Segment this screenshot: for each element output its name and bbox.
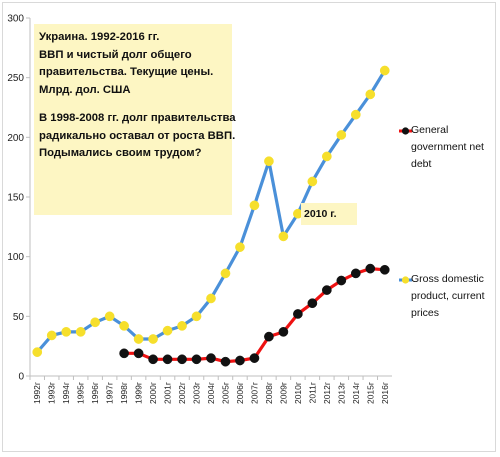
x-tick-label: 2013г [336, 382, 346, 404]
x-tick-label: 1992г [32, 382, 42, 404]
debt-data-point [220, 356, 231, 367]
x-tick-label: 1999г [134, 382, 144, 404]
debt-data-point [307, 298, 318, 309]
x-tick-label: 1998г [119, 382, 129, 404]
x-tick-label: 2005г [220, 382, 230, 404]
y-tick-label: 150 [7, 193, 24, 204]
debt-data-point [191, 354, 202, 365]
annotation-line: Подымались своим трудом? [39, 147, 202, 159]
x-tick-label: 2016г [380, 382, 390, 404]
debt-data-point [119, 348, 129, 359]
y-tick-label: 0 [18, 372, 24, 383]
x-tick-label: 2003г [192, 382, 202, 404]
gdp-data-point [206, 293, 216, 304]
annotation-box [34, 24, 232, 215]
annotation-text: Украина. 1992-2016 гг. ВВП и чистый долг… [39, 29, 236, 163]
debt-data-point [379, 264, 390, 275]
x-tick-label: 2011г [307, 382, 317, 403]
y-tick-label: 200 [7, 133, 24, 144]
debt-data-point [235, 355, 245, 366]
x-tick-label: 2014г [351, 382, 361, 404]
x-tick-label: 1996г [90, 382, 100, 404]
annotation-gap [39, 99, 234, 110]
debt-data-point [321, 285, 332, 295]
gdp-data-point [75, 326, 86, 337]
gdp-data-point [278, 231, 289, 242]
debt-data-point [336, 275, 347, 286]
gdp-data-point [321, 151, 332, 162]
legend-label-debt: General government net debt [411, 124, 484, 170]
x-tick-label: 1993г [47, 382, 57, 404]
x-tick-label: 1995г [76, 382, 86, 404]
gdp-data-point [350, 109, 361, 120]
gdp-data-point [104, 311, 115, 322]
debt-data-point [177, 354, 187, 365]
debt-data-point [264, 331, 274, 342]
gdp-data-point [336, 130, 347, 140]
annotation-line: радикально оставал от роста ВВП. [39, 129, 236, 142]
legend-marker-gdp [401, 276, 410, 284]
gdp-data-point [264, 156, 274, 167]
debt-data-point [206, 353, 216, 363]
gdp-data-point [235, 242, 245, 252]
x-tick-label: 2015г [365, 382, 375, 404]
gdp-data-point [177, 321, 187, 331]
gdp-data-point [90, 317, 101, 328]
legend-marker-debt [401, 127, 410, 135]
annotation-line: Млрд. дол. США [39, 83, 131, 96]
x-tick-label: 2008г [264, 382, 274, 404]
axes: 0 50 100 150 200 250 300 1992г 1993г 1994г 1995г 19… [7, 14, 392, 404]
gdp-data-point [162, 325, 173, 336]
gdp-data-point [32, 347, 43, 357]
debt-data-point [278, 326, 289, 337]
gdp-data-point [61, 326, 72, 337]
y-tick-label: 300 [7, 14, 24, 25]
x-tick-label: 2006г [235, 382, 245, 404]
annotation-line: правительства. Текущие цены. [39, 66, 214, 78]
annotation-line: ВВП и чистый долг общего [39, 48, 192, 61]
x-tick-label: 2009г [278, 382, 288, 404]
gdp-data-point [46, 330, 57, 341]
annotation-line: В 1998-2008 гг. долг правительства [39, 112, 236, 124]
debt-data-point [350, 268, 361, 279]
x-tick-label: 2001г [163, 382, 173, 404]
gdp-data-point [307, 176, 318, 187]
legend-swatches [399, 127, 412, 284]
debt-data-point [249, 353, 260, 363]
x-tick-label: 2010г [293, 382, 303, 404]
x-tick-label: 2007г [249, 382, 259, 404]
y-tick-label: 100 [7, 252, 24, 263]
gdp-data-point [133, 334, 144, 344]
debt-data-point [162, 354, 173, 365]
gdp-data-point [379, 65, 390, 76]
debt-data-point [293, 309, 303, 319]
gdp-data-point [148, 334, 158, 344]
gdp-data-point [249, 200, 260, 211]
debt-data-point [148, 354, 158, 365]
legend-label-gdp: Gross domestic product, current prices [411, 273, 485, 319]
debt-data-point [133, 348, 144, 359]
year-annotation-label: 2010 г. [304, 208, 337, 220]
year-annotation-box [301, 203, 357, 225]
x-tick-label: 2000г [148, 382, 158, 404]
series-layer [32, 65, 390, 367]
y-tick-label: 250 [7, 73, 24, 84]
gdp-data-point [365, 89, 376, 100]
gdp-data-point [191, 311, 202, 322]
gdp-data-point [119, 321, 129, 331]
x-tick-label: 1994г [61, 382, 71, 404]
gdp-data-point [220, 268, 231, 279]
debt-data-point [365, 263, 376, 274]
x-tick-label: 2004г [206, 382, 216, 404]
x-tick-label: 1997г [105, 382, 115, 404]
y-tick-label: 50 [13, 312, 25, 323]
x-tick-label: 2002г [177, 382, 187, 404]
x-tick-label: 2012г [322, 382, 332, 404]
annotation-line: Украина. 1992-2016 гг. [39, 31, 160, 43]
